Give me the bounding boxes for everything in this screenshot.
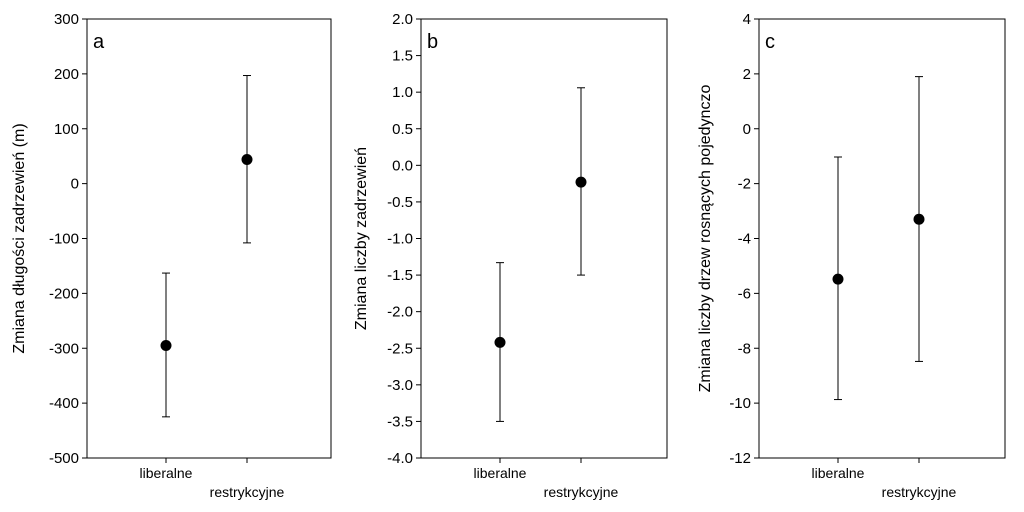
chart-panel-b: 2.0 1.5 1.0 0.5 0.0 -0.5 -1.0 -1.5 -2.0 -2.5 -3.0 -… xyxy=(353,11,668,500)
y-tick-label: -1.0 xyxy=(387,231,413,248)
y-axis-title: Zmiana liczby zadrzewień xyxy=(353,147,370,330)
y-tick-label: -3.5 xyxy=(387,413,413,430)
y-tick-label: -4 xyxy=(738,231,751,248)
y-axis-title: Zmiana długości zadrzewień (m) xyxy=(11,123,28,353)
category-label-liberalne: liberalne xyxy=(812,465,865,481)
y-tick-label: 0.5 xyxy=(392,121,413,138)
data-point-liberalne xyxy=(832,273,844,285)
panel-letter: c xyxy=(765,31,775,53)
y-tick-label: -0.5 xyxy=(387,194,413,211)
y-tick-label: -500 xyxy=(49,450,79,467)
category-label-liberalne: liberalne xyxy=(474,465,527,481)
y-tick-label: -3.0 xyxy=(387,377,413,394)
y-tick-label: 200 xyxy=(54,66,79,83)
panel-letter: a xyxy=(93,31,105,53)
data-point-restrykcyjne xyxy=(575,176,587,188)
y-tick-label: -100 xyxy=(49,231,79,248)
data-point-liberalne xyxy=(494,336,506,348)
y-tick-label: 2 xyxy=(743,66,751,83)
chart-panel-c: 4 2 0 -2 -4 -6 -8 -10 -12 Zmiana liczby drzew ros… xyxy=(697,11,1006,500)
y-tick-label: -2 xyxy=(738,176,751,193)
plot-frame xyxy=(86,18,332,459)
y-tick-label: 0.0 xyxy=(392,157,413,174)
y-tick-label: -10 xyxy=(729,395,751,412)
y-tick-label: -4.0 xyxy=(387,450,413,467)
plot-frame xyxy=(758,18,1006,459)
y-tick-label: 100 xyxy=(54,121,79,138)
data-point-restrykcyjne xyxy=(241,153,253,165)
y-tick-label: 300 xyxy=(54,11,79,28)
y-tick-label: -200 xyxy=(49,285,79,302)
y-axis-title: Zmiana liczby drzew rosnących pojedynczo xyxy=(697,85,714,393)
y-tick-label: -12 xyxy=(729,450,751,467)
data-point-liberalne xyxy=(160,340,172,352)
category-label-liberalne: liberalne xyxy=(140,465,193,481)
y-tick-label: -6 xyxy=(738,285,751,302)
chart-panel-a: 300 200 100 0 -100 -200 -300 -400 -500 Zmiana dłu… xyxy=(11,11,332,500)
y-tick-label: 2.0 xyxy=(392,11,413,28)
y-tick-label: 4 xyxy=(743,11,751,28)
category-label-restrykcyjne: restrykcyjne xyxy=(882,484,957,500)
plot-frame xyxy=(420,18,668,459)
y-tick-label: -300 xyxy=(49,340,79,357)
data-point-restrykcyjne xyxy=(913,213,925,225)
y-tick-label: 1.5 xyxy=(392,48,413,65)
y-tick-label: 1.0 xyxy=(392,84,413,101)
y-tick-label: -1.5 xyxy=(387,267,413,284)
y-tick-label: -400 xyxy=(49,395,79,412)
y-tick-label: 0 xyxy=(71,176,79,193)
y-tick-label: -2.0 xyxy=(387,304,413,321)
y-tick-label: -8 xyxy=(738,340,751,357)
category-label-restrykcyjne: restrykcyjne xyxy=(544,484,619,500)
panel-letter: b xyxy=(427,31,438,53)
y-tick-label: 0 xyxy=(743,121,751,138)
y-tick-label: -2.5 xyxy=(387,340,413,357)
category-label-restrykcyjne: restrykcyjne xyxy=(210,484,285,500)
